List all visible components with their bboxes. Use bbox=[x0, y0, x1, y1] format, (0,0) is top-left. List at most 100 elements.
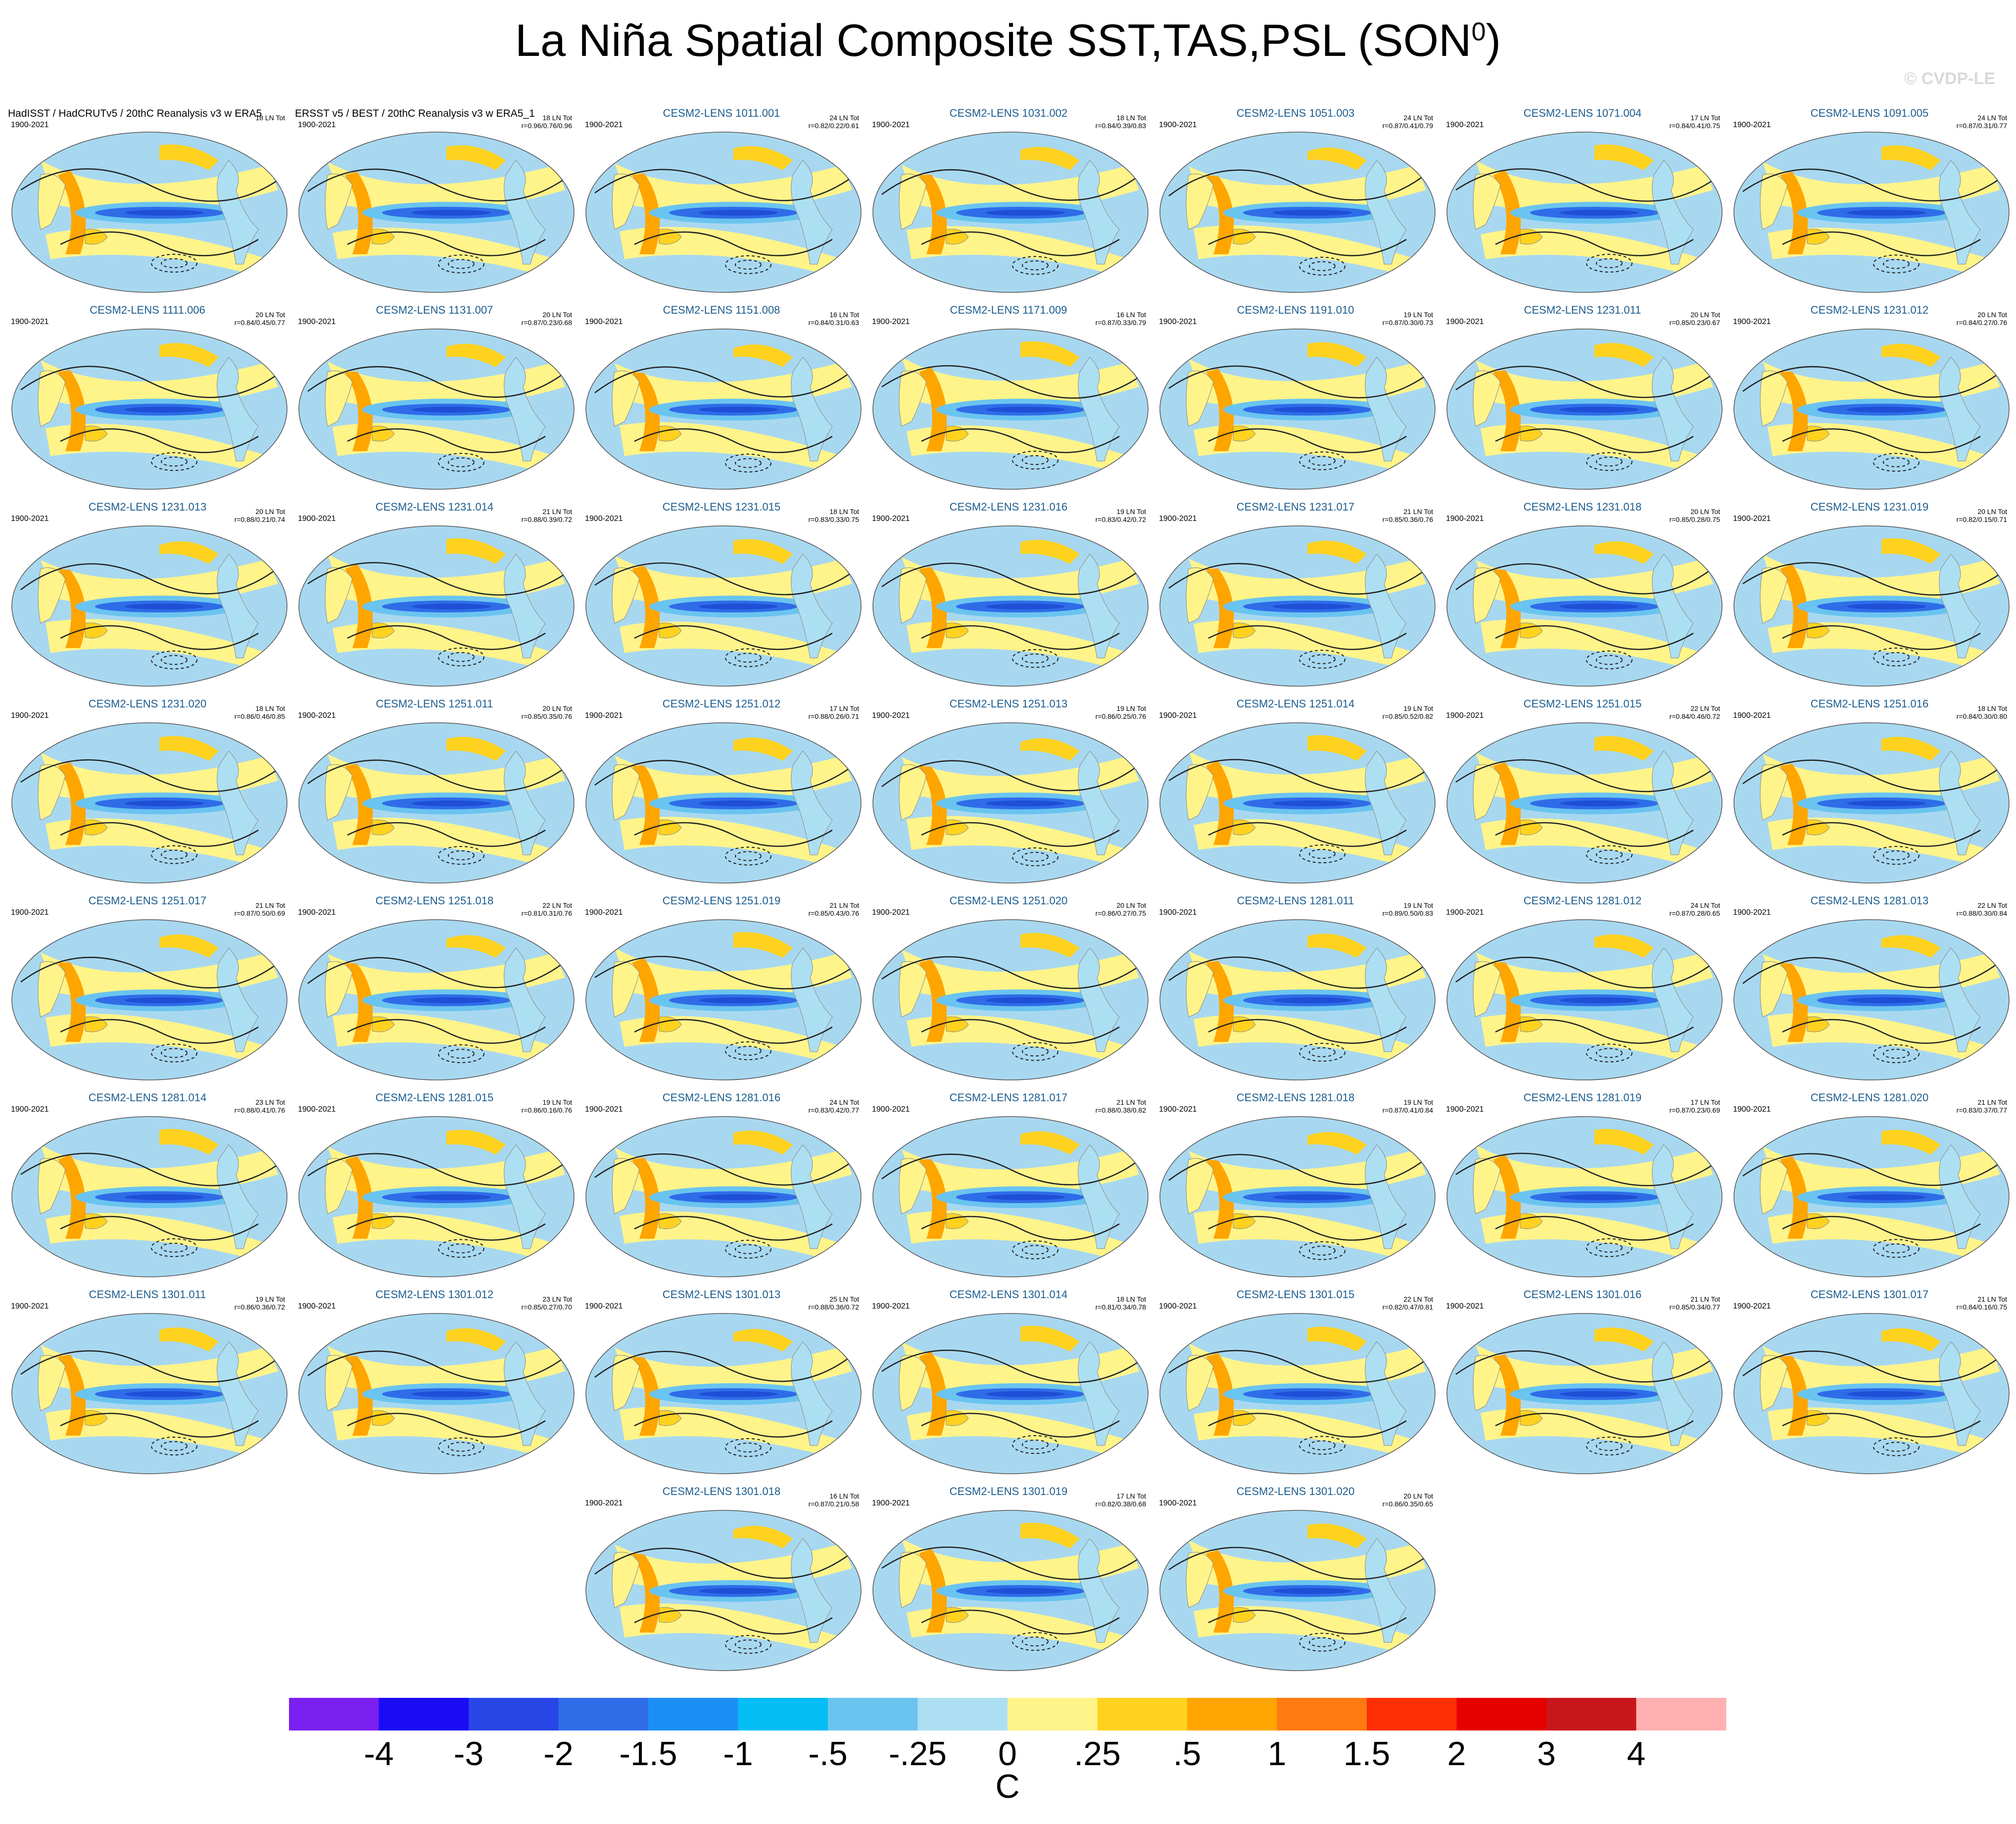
psl-contour-negative bbox=[735, 1244, 762, 1254]
land-americas bbox=[1365, 554, 1407, 658]
colorbar-tick-label: .25 bbox=[1074, 1735, 1121, 1773]
map-globe bbox=[11, 132, 288, 293]
cold-tongue-core bbox=[1273, 1194, 1352, 1200]
warm-anomaly-north-pacific bbox=[1307, 342, 1367, 367]
panel-pattern-correlation: r=0.85/0.43/0.76 bbox=[808, 909, 859, 917]
panel-pattern-correlation: r=0.87/0.41/0.84 bbox=[1382, 1106, 1433, 1114]
cold-tongue-core bbox=[699, 997, 778, 1003]
panel-period: 1900-2021 bbox=[298, 711, 336, 720]
psl-contour bbox=[921, 822, 1120, 847]
map-globe bbox=[1733, 328, 2010, 490]
psl-contour bbox=[307, 957, 566, 988]
psl-contour-negative bbox=[151, 452, 197, 471]
warm-anomaly-west-pacific bbox=[58, 1155, 86, 1239]
panel-period: 1900-2021 bbox=[872, 711, 910, 720]
map-globe bbox=[298, 722, 575, 884]
map-border bbox=[11, 525, 288, 687]
map-globe bbox=[872, 1116, 1149, 1277]
map-globe bbox=[585, 132, 862, 293]
panel-stats: 20 LN Tot r=0.84/0.27/0.76 bbox=[1957, 311, 2007, 327]
panel-event-count: 19 LN Tot bbox=[542, 1098, 572, 1106]
psl-contour bbox=[1208, 625, 1407, 650]
psl-contour-negative bbox=[1012, 451, 1058, 469]
panel-period: 1900-2021 bbox=[298, 121, 336, 129]
psl-contour-negative bbox=[1873, 453, 1920, 472]
panel-period: 1900-2021 bbox=[585, 1302, 623, 1310]
psl-contour bbox=[881, 365, 1140, 399]
psl-contour bbox=[881, 1350, 1140, 1383]
land-africa bbox=[38, 174, 66, 230]
land-americas bbox=[1939, 1341, 1981, 1446]
land-africa bbox=[1473, 174, 1501, 230]
land-americas bbox=[504, 1144, 546, 1249]
warm-anomaly-north-pacific bbox=[1594, 144, 1654, 170]
psl-contour bbox=[20, 1350, 279, 1383]
land-americas bbox=[791, 1341, 833, 1446]
warm-anomaly-north-pacific bbox=[1020, 540, 1080, 564]
cold-tongue-core bbox=[1273, 997, 1352, 1003]
map-border bbox=[11, 1313, 288, 1474]
panel-title: CESM2-LENS 1251.014 bbox=[1236, 698, 1355, 710]
warm-anomaly-north-pacific bbox=[159, 144, 219, 170]
psl-contour-negative bbox=[1012, 1632, 1058, 1651]
warm-anomaly-west-pacific bbox=[919, 567, 947, 648]
land-africa bbox=[1186, 1355, 1214, 1411]
panel-period: 1900-2021 bbox=[11, 908, 49, 917]
psl-contour-negative bbox=[161, 1243, 188, 1253]
colorbar-swatch bbox=[1456, 1698, 1547, 1730]
panel-pattern-correlation: r=0.86/0.27/0.75 bbox=[1095, 909, 1146, 917]
map-panel: CESM2-LENS 1071.004 1900-2021 17 LN Tot r=0… bbox=[1439, 106, 1726, 299]
panel-title: CESM2-LENS 1301.018 bbox=[662, 1485, 781, 1497]
map-border bbox=[11, 132, 288, 293]
colorbar-tick-label: 0 bbox=[998, 1735, 1017, 1773]
panel-event-count: 21 LN Tot bbox=[1690, 1295, 1720, 1303]
warm-anomaly-west-pacific bbox=[1493, 569, 1521, 648]
psl-contour bbox=[1168, 365, 1427, 399]
panel-title: CESM2-LENS 1011.001 bbox=[663, 107, 780, 119]
panel-period: 1900-2021 bbox=[11, 711, 49, 720]
psl-contour-negative bbox=[735, 851, 762, 861]
land-americas bbox=[1939, 160, 1981, 265]
map-panel: CESM2-LENS 1231.019 1900-2021 20 LN Tot r=0… bbox=[1726, 500, 2013, 693]
map-globe bbox=[1159, 132, 1436, 293]
panel-stats: 21 LN Tot r=0.88/0.39/0.72 bbox=[522, 508, 572, 523]
warm-anomaly-north-pacific bbox=[446, 538, 506, 564]
panel-pattern-correlation: r=0.88/0.36/0.72 bbox=[808, 1303, 859, 1311]
panel-pattern-correlation: r=0.88/0.39/0.72 bbox=[521, 515, 572, 523]
psl-contour bbox=[1782, 625, 1981, 650]
panel-stats: 21 LN Tot r=0.88/0.38/0.82 bbox=[1096, 1098, 1146, 1114]
map-panel: CESM2-LENS 1301.019 1900-2021 17 LN Tot r=0… bbox=[865, 1484, 1152, 1677]
colorbar-swatch bbox=[917, 1698, 1008, 1730]
panel-stats: 20 LN Tot r=0.85/0.23/0.67 bbox=[1670, 311, 1720, 327]
psl-contour-negative bbox=[1309, 1440, 1336, 1450]
psl-contour bbox=[60, 1216, 259, 1241]
warm-anomaly-west-pacific bbox=[632, 1553, 660, 1633]
psl-contour-negative bbox=[725, 648, 771, 667]
panel-event-count: 22 LN Tot bbox=[1977, 901, 2007, 909]
psl-contour bbox=[347, 1019, 546, 1044]
map-panel: CESM2-LENS 1231.020 1900-2021 18 LN Tot r=0… bbox=[4, 697, 291, 889]
land-americas bbox=[504, 160, 546, 265]
map-globe bbox=[298, 1313, 575, 1474]
map-panel: CESM2-LENS 1231.012 1900-2021 20 LN Tot r=0… bbox=[1726, 303, 2013, 496]
panel-event-count: 19 LN Tot bbox=[1403, 901, 1433, 909]
map-border bbox=[1159, 1313, 1436, 1474]
map-panel: ERSST v5 / BEST / 20thC Reanalysis v3 w … bbox=[291, 106, 578, 299]
panel-pattern-correlation: r=0.88/0.21/0.74 bbox=[234, 515, 285, 523]
warm-anomaly-north-pacific bbox=[733, 539, 793, 564]
psl-contour-negative bbox=[1012, 1240, 1058, 1260]
psl-contour bbox=[347, 1412, 546, 1438]
psl-contour-negative bbox=[1596, 1441, 1623, 1451]
panel-pattern-correlation: r=0.84/0.45/0.77 bbox=[234, 319, 285, 327]
psl-contour-negative bbox=[151, 1437, 197, 1455]
psl-contour-negative bbox=[1022, 260, 1049, 271]
panel-event-count: 25 LN Tot bbox=[829, 1295, 859, 1303]
panel-title: CESM2-LENS 1281.019 bbox=[1523, 1091, 1642, 1104]
land-americas bbox=[504, 947, 546, 1052]
panel-title: CESM2-LENS 1191.010 bbox=[1237, 304, 1354, 316]
map-globe bbox=[1733, 1116, 2010, 1277]
panel-pattern-correlation: r=0.85/0.28/0.75 bbox=[1669, 515, 1720, 523]
map-panel: CESM2-LENS 1301.014 1900-2021 18 LN Tot r=0… bbox=[865, 1287, 1152, 1480]
cold-tongue-core bbox=[412, 210, 491, 216]
warm-anomaly-west-pacific bbox=[1206, 568, 1234, 648]
